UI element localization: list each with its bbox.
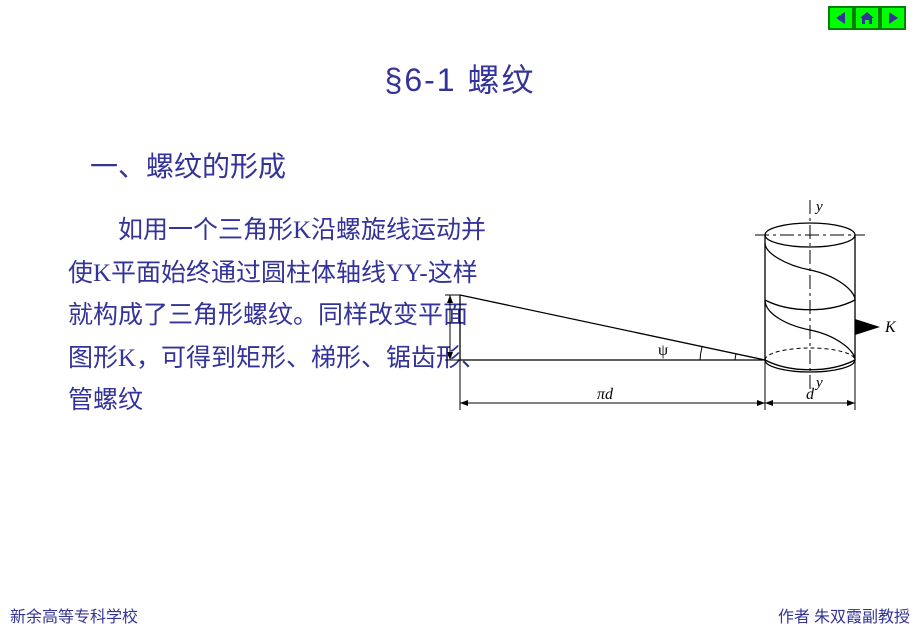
- section-heading: 一、螺纹的形成: [90, 145, 286, 185]
- prev-icon: [834, 11, 848, 25]
- footer-left: 新余高等专科学校: [10, 603, 138, 627]
- nav-next-button[interactable]: [880, 6, 906, 30]
- thread-formation-diagram: y y K ψ L πd d: [440, 195, 900, 425]
- next-icon: [886, 11, 900, 25]
- diagram-label-K: K: [884, 319, 897, 336]
- diagram-label-y-top: y: [814, 199, 823, 215]
- diagram-label-pid: πd: [597, 386, 614, 403]
- diagram-label-y-bottom: y: [814, 375, 823, 391]
- nav-button-group: [828, 6, 906, 30]
- diagram-label-psi: ψ: [658, 342, 668, 359]
- footer-right: 作者 朱双霞副教授: [778, 603, 910, 627]
- home-icon: [859, 11, 875, 25]
- page-title: §6-1 螺纹: [0, 55, 920, 101]
- diagram-label-d: d: [806, 386, 815, 403]
- nav-home-button[interactable]: [854, 6, 880, 30]
- body-paragraph: 如用一个三角形K沿螺旋线运动并使K平面始终通过圆柱体轴线YY-这样就构成了三角形…: [68, 210, 488, 423]
- nav-prev-button[interactable]: [828, 6, 854, 30]
- diagram-label-L: L: [440, 327, 444, 336]
